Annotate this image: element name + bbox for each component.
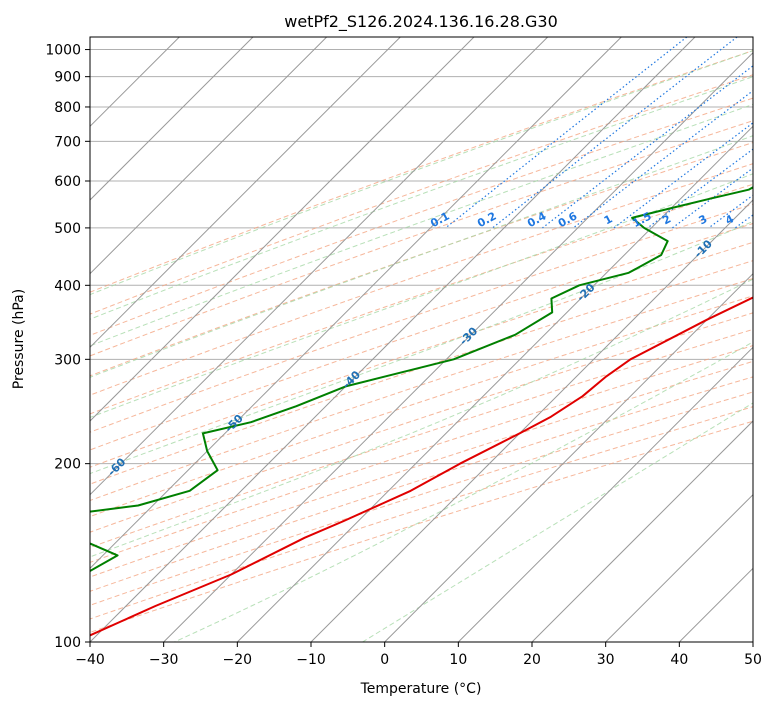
isotherm-line [310,199,753,642]
plot-area [90,37,753,642]
y-tick-label: 400 [54,278,81,294]
y-tick-label: 600 [54,174,81,190]
moist-adiabat-line [90,76,753,320]
x-tick-label: −30 [149,652,179,668]
sounding-traces [90,186,753,637]
dry-adiabat-line [90,183,753,415]
sounding-trace-line [90,186,753,573]
isotherm-line [531,420,753,642]
moist-adiabat-line [90,278,753,558]
isotherm-line [90,37,549,496]
dry-adiabat-line [90,278,753,502]
isotherm-line [90,37,696,642]
x-tick-label: 20 [523,652,541,668]
y-tick-label: 700 [54,134,81,150]
moist-adiabat-line [90,103,753,347]
x-tick-label: −20 [223,652,253,668]
isotherm-line [90,37,254,201]
y-tick-label: 1000 [45,43,81,59]
mixing-ratio-line [572,89,753,229]
isotherm-line [90,37,401,349]
dry-adiabat-line [90,141,753,377]
x-tick-label: 30 [597,652,615,668]
isotherm-line [163,51,753,642]
y-tick-label: 100 [54,635,81,651]
isotherm-line [457,346,753,642]
isotherm-line [384,272,753,642]
dry-adiabat-line [90,345,753,563]
dry-adiabat-line [90,391,753,606]
x-tick-label: 10 [449,652,467,668]
dry-adiabat-line [90,376,753,592]
moist-adiabat-line [174,341,753,642]
mixing-ratio-lines [445,37,753,229]
isotherm-line [605,493,753,642]
dry-adiabat-line [90,360,753,578]
y-tick-label: 800 [54,100,81,116]
x-axis-title: Temperature (°C) [360,681,482,697]
dry-adiabat-line [90,312,753,533]
x-tick-label: −10 [296,652,326,668]
plot-frame [89,36,754,643]
isotherm-line [90,37,328,275]
dry-adiabat-line [90,295,753,518]
dry-adiabat-line [90,50,753,293]
dry-adiabats [90,50,753,633]
sounding-trace-line [90,296,753,637]
mixing-ratio-line [492,37,738,229]
x-tick-label: 0 [380,652,389,668]
chart-title: wetPf2_S126.2024.136.16.28.G30 [284,12,558,32]
y-tick-label: 300 [54,352,81,368]
dry-adiabat-line [90,163,753,396]
y-tick-label: 500 [54,221,81,237]
mixing-ratio-line [542,65,753,229]
x-tick-label: 40 [670,652,688,668]
x-tick-label: 50 [744,652,762,668]
moist-adiabats [90,50,753,642]
y-tick-label: 900 [54,70,81,86]
x-tick-label: −40 [75,652,105,668]
pressure-gridlines [90,49,753,642]
isotherm-line [90,37,622,570]
isotherms [90,37,753,642]
x-axis: −40 −30 −20 −10 0 10 20 30 40 50 [75,642,762,668]
dry-adiabat-line [90,260,753,485]
moist-adiabat-line [90,173,753,418]
isotherm-line [236,125,753,642]
y-axis-title: Pressure (hPa) [11,289,27,389]
mixing-ratio-line [672,167,753,229]
y-axis: 1000 900 800 700 600 500 400 300 200 100 [45,43,90,651]
y-tick-label: 200 [54,457,81,473]
isotherm-line [90,37,475,422]
dry-adiabat-line [90,328,753,548]
dry-adiabat-line [90,97,753,336]
